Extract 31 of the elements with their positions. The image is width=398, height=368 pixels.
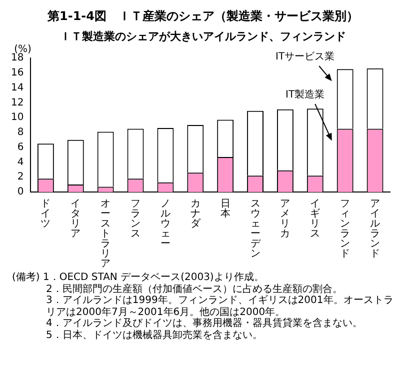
y-tick-label: 12 bbox=[10, 97, 24, 108]
x-tick-label: フィンランド bbox=[340, 198, 350, 260]
x-tick-label: カナダ bbox=[190, 198, 202, 230]
text: 5．日本、ドイツは機械器具卸売業を含まない。 bbox=[45, 330, 264, 341]
chart-title: 第1-1-4図 ＩＴ産業のシェア（製造業・サービス業別） bbox=[46, 8, 360, 25]
y-tick-label: 16 bbox=[10, 67, 24, 78]
series-label: ITサービス業 bbox=[276, 50, 335, 63]
chart-subtitle: ＩＴ製造業のシェアが大きいアイルランド、フィンランド bbox=[59, 29, 347, 44]
y-tick-label: 0 bbox=[17, 186, 24, 198]
text: 4．アイルランド及びドイツは、事務用機器・器具賃貸業を含まない。 bbox=[45, 318, 364, 330]
x-tick-label: オーストラリア bbox=[100, 198, 111, 270]
x-tick-label: ノルウェー bbox=[160, 198, 170, 250]
y-tick-label: 2 bbox=[17, 172, 24, 183]
y-tick-label: 4 bbox=[17, 156, 24, 168]
x-tick-label: アメリカ bbox=[280, 198, 290, 240]
x-tick-label: 日本 bbox=[220, 198, 230, 220]
y-tick-label: 18 bbox=[10, 52, 24, 64]
text: IT製造業 bbox=[286, 88, 325, 101]
y-tick-label: 10 bbox=[10, 112, 24, 124]
x-tick-label: アイルランド bbox=[370, 198, 380, 260]
x-tick-label: イギリス bbox=[310, 198, 320, 240]
x-tick-label: ドイツ bbox=[40, 198, 51, 230]
y-tick-label: 6 bbox=[17, 142, 24, 153]
y-tick-label: 8 bbox=[17, 127, 24, 138]
text: (備考) 1．OECD STAN データベース(2003)より作成。 bbox=[12, 272, 265, 284]
text: 3．アイルランドは1999年。フィンランド、イギリスは2001年。オーストラリアは2000年7月～2001年6月。他の国は2000年。 bbox=[45, 295, 394, 318]
x-tick-label: イタリア bbox=[70, 198, 81, 240]
x-tick-label: フランス bbox=[130, 198, 141, 240]
x-tick-label: スウェーデン bbox=[250, 198, 262, 260]
text: 2．民間部門の生産額（付加価値ベース）に占める生産額の割合。 bbox=[45, 284, 344, 295]
y-tick-label: 14 bbox=[10, 82, 24, 94]
